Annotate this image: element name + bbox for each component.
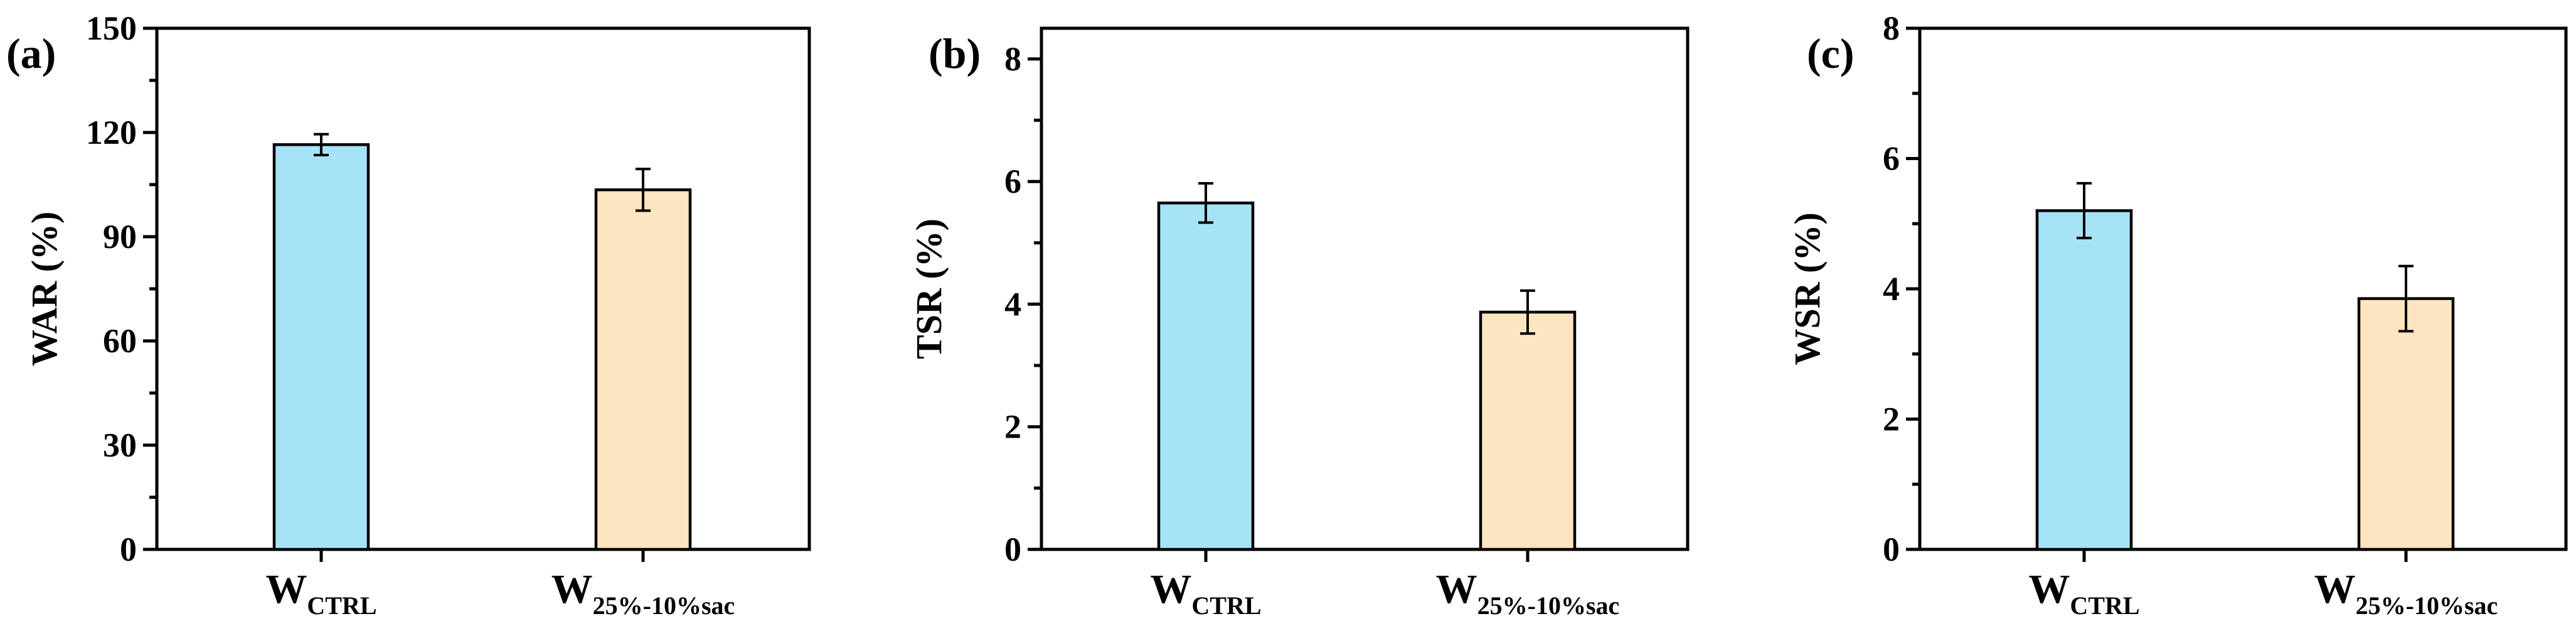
x-tick-label: WCTRL — [265, 566, 376, 620]
y-axis-label: TSR (%) — [908, 218, 949, 359]
x-tick-label: W25%-10%sac — [1436, 566, 1620, 620]
category-subscript: 25%-10%sac — [1477, 591, 1620, 620]
y-tick-label: 0 — [1883, 531, 1900, 568]
plot-frame — [155, 26, 811, 551]
y-tick-label: 6 — [1883, 140, 1900, 178]
bar-2 — [2357, 297, 2455, 551]
y-tick-label: 8 — [1004, 40, 1021, 78]
category-subscript: 25%-10%sac — [593, 591, 735, 620]
y-tick-label: 8 — [1883, 9, 1900, 47]
x-tick-label: WCTRL — [1150, 566, 1261, 620]
y-tick-label: 2 — [1883, 401, 1900, 438]
category-main: W — [1436, 566, 1477, 612]
y-tick-label: 2 — [1004, 408, 1021, 446]
category-subscript: CTRL — [2070, 591, 2139, 620]
category-main: W — [1150, 566, 1191, 612]
y-tick-label: 150 — [86, 9, 137, 47]
y-tick-label: 4 — [1004, 285, 1021, 323]
category-main: W — [2314, 566, 2356, 612]
plot-frame — [1918, 26, 2568, 551]
category-main: W — [551, 566, 593, 612]
y-tick-label: 4 — [1883, 270, 1900, 308]
category-subscript: CTRL — [1191, 591, 1261, 620]
bar-2 — [1479, 310, 1577, 551]
y-tick-label: 30 — [103, 426, 137, 464]
y-tick-label: 6 — [1004, 163, 1021, 200]
category-main: W — [2028, 566, 2070, 612]
bar-2 — [594, 188, 692, 551]
category-subscript: 25%-10%sac — [2356, 591, 2498, 620]
panel-label: (c) — [1807, 30, 1854, 77]
bar-1 — [272, 143, 370, 551]
plot-frame — [1040, 26, 1690, 551]
bar-1 — [2035, 209, 2133, 551]
y-tick-label: 60 — [103, 322, 137, 360]
x-tick-label: W25%-10%sac — [2314, 566, 2498, 620]
y-tick-label: 120 — [86, 114, 137, 151]
category-subscript: CTRL — [307, 591, 376, 620]
y-axis-label: WSR (%) — [1787, 212, 1828, 365]
y-tick-label: 0 — [120, 531, 137, 568]
panel-label: (a) — [6, 30, 56, 77]
x-tick-label: W25%-10%sac — [551, 566, 735, 620]
category-main: W — [265, 566, 307, 612]
y-axis-label: WAR (%) — [24, 212, 65, 366]
panel-label: (b) — [929, 30, 981, 77]
y-tick-label: 90 — [103, 218, 137, 256]
y-tick-label: 0 — [1004, 531, 1021, 568]
bar-1 — [1157, 202, 1255, 551]
x-tick-label: WCTRL — [2028, 566, 2139, 620]
